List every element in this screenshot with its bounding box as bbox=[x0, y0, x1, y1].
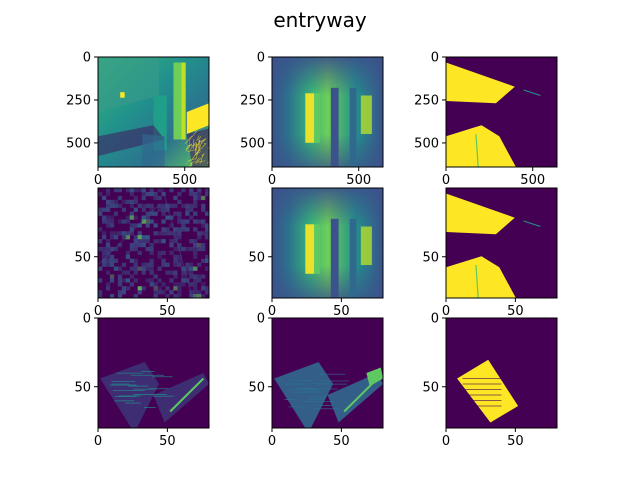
axes-frame bbox=[271, 187, 384, 299]
axes-frame bbox=[271, 317, 384, 429]
depth-image bbox=[98, 57, 209, 167]
x-tick-label: 0 bbox=[442, 434, 450, 449]
projected-depth bbox=[272, 318, 383, 428]
y-tick-label: 250 bbox=[414, 93, 439, 108]
y-tick-label: 250 bbox=[240, 93, 265, 108]
downsampled-depth-panel: 0 50 50 bbox=[248, 187, 384, 319]
y-tick-label: 0 bbox=[431, 51, 439, 66]
x-tick-label: 50 bbox=[159, 304, 176, 319]
x-tick-label: 50 bbox=[333, 304, 350, 319]
x-tick-label: 500 bbox=[172, 173, 197, 188]
axes-frame bbox=[97, 56, 210, 168]
projected-depth-panel: 0 50 0 50 bbox=[248, 312, 384, 449]
projected-points bbox=[98, 318, 209, 428]
mask-image bbox=[446, 57, 557, 167]
x-tick-label: 0 bbox=[268, 434, 276, 449]
y-tick-label: 0 bbox=[257, 312, 265, 327]
y-tick-label: 50 bbox=[248, 380, 265, 395]
y-tick-label: 50 bbox=[422, 250, 439, 265]
y-tick-label: 50 bbox=[248, 250, 265, 265]
y-tick-label: 50 bbox=[74, 250, 91, 265]
x-tick-label: 50 bbox=[159, 434, 176, 449]
y-tick-label: 500 bbox=[414, 136, 439, 151]
x-tick-label: 0 bbox=[442, 173, 450, 188]
y-tick-label: 50 bbox=[74, 380, 91, 395]
x-tick-label: 500 bbox=[520, 173, 545, 188]
x-tick-label: 0 bbox=[268, 304, 276, 319]
noise-map bbox=[98, 188, 209, 298]
y-tick-label: 50 bbox=[422, 380, 439, 395]
y-tick-label: 0 bbox=[83, 312, 91, 327]
downsampled-mask bbox=[446, 188, 557, 298]
projected-mask bbox=[446, 318, 557, 428]
y-tick-label: 500 bbox=[240, 136, 265, 151]
smooth-depth-image bbox=[272, 57, 383, 167]
x-tick-label: 0 bbox=[94, 434, 102, 449]
x-tick-label: 0 bbox=[94, 173, 102, 188]
x-tick-label: 0 bbox=[268, 173, 276, 188]
y-tick-label: 0 bbox=[431, 312, 439, 327]
figure-title: entryway bbox=[273, 8, 366, 32]
x-tick-label: 0 bbox=[94, 304, 102, 319]
x-tick-label: 0 bbox=[442, 304, 450, 319]
downsampled-mask-panel: 0 50 50 bbox=[422, 187, 558, 319]
projected-points-panel: 0 50 0 50 bbox=[74, 312, 210, 449]
downsampled-depth bbox=[272, 188, 383, 298]
axes-frame bbox=[271, 56, 384, 168]
x-tick-label: 50 bbox=[507, 434, 524, 449]
axes-frame bbox=[445, 187, 558, 299]
noise-map-panel: 0 50 50 bbox=[74, 187, 210, 319]
x-tick-label: 50 bbox=[333, 434, 350, 449]
axes-frame bbox=[445, 56, 558, 168]
axes-frame bbox=[97, 317, 210, 429]
y-tick-label: 250 bbox=[66, 93, 91, 108]
y-tick-label: 500 bbox=[66, 136, 91, 151]
depth-image-panel: 0 500 0 250 500 bbox=[66, 51, 210, 188]
mask-image-panel: 0 500 0 250 500 bbox=[414, 51, 558, 188]
y-tick-label: 0 bbox=[257, 51, 265, 66]
smooth-depth-image-panel: 0 500 0 250 500 bbox=[240, 51, 384, 188]
x-tick-label: 500 bbox=[346, 173, 371, 188]
x-tick-label: 50 bbox=[507, 304, 524, 319]
y-tick-label: 0 bbox=[83, 51, 91, 66]
axes-frame bbox=[445, 317, 558, 429]
projected-mask-panel: 0 50 0 50 bbox=[422, 312, 558, 449]
axes-frame bbox=[97, 187, 210, 299]
